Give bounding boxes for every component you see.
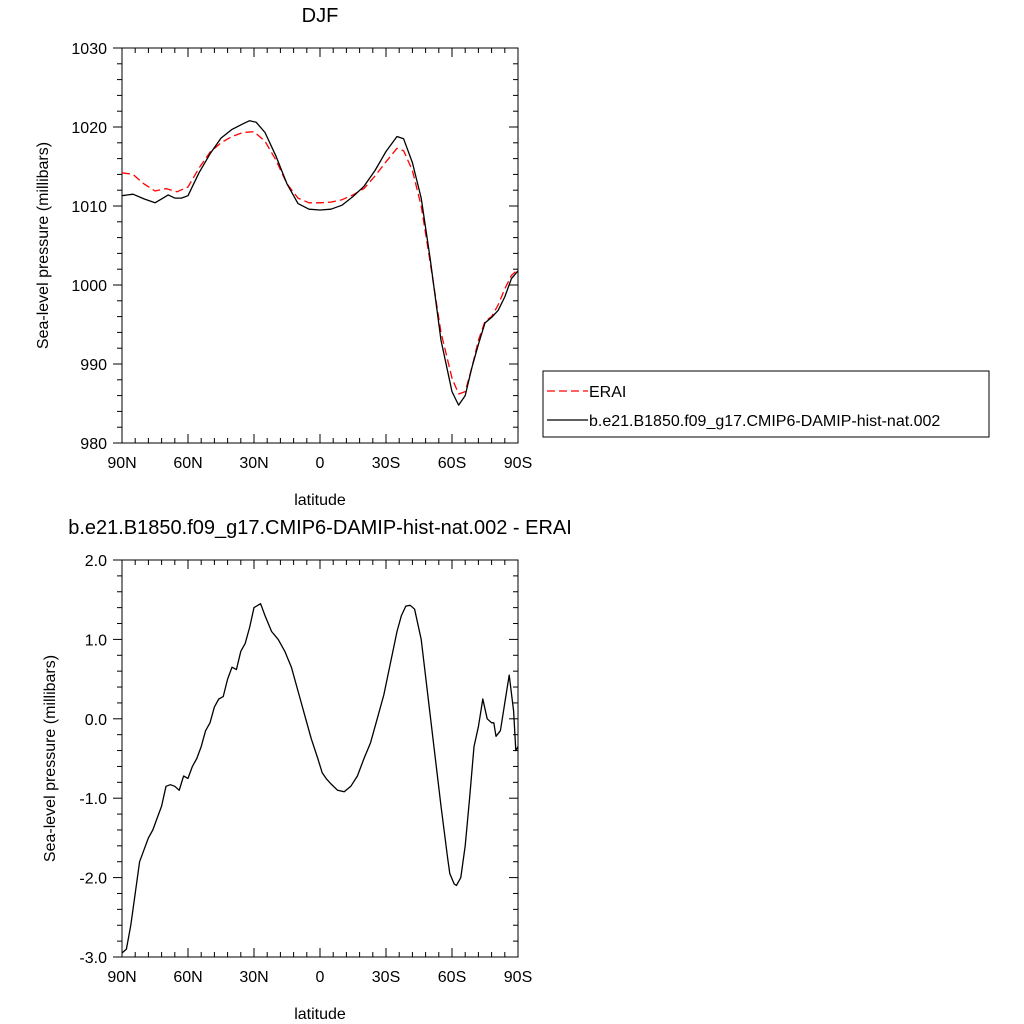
series-line-0 [121, 603, 519, 954]
x-tick-label: 90N [107, 969, 136, 986]
x-tick-labels: 90N 60N 30N 0 30S 60S 90S [107, 969, 532, 986]
y-tick-label: 1.0 [85, 632, 107, 649]
x-tick-label: 0 [316, 455, 325, 472]
tick-marks [113, 559, 519, 958]
y-tick-labels: -3.0 -2.0 -1.0 0.0 1.0 2.0 [79, 553, 107, 967]
y-tick-label: 990 [80, 357, 107, 374]
series-line-0 [121, 131, 519, 395]
tick-marks [113, 47, 519, 444]
x-axis-label: latitude [294, 492, 346, 509]
y-tick-label: 1000 [71, 278, 107, 295]
legend-label-model: b.e21.B1850.f09_g17.CMIP6-DAMIP-hist-nat… [589, 413, 940, 430]
x-tick-label: 0 [316, 969, 325, 986]
x-tick-label: 90S [504, 455, 532, 472]
y-tick-label: 980 [80, 436, 107, 453]
legend-label-erai: ERAI [589, 384, 626, 401]
y-tick-label: 1010 [71, 199, 107, 216]
x-tick-label: 60N [173, 969, 202, 986]
plot-frame [121, 559, 519, 958]
legend-box [542, 370, 990, 438]
x-tick-label: 30S [372, 969, 400, 986]
x-tick-label: 30N [239, 455, 268, 472]
legend: ERAI b.e21.B1850.f09_g17.CMIP6-DAMIP-his… [542, 370, 990, 438]
y-tick-label: 1020 [71, 120, 107, 137]
x-tick-label: 60S [438, 455, 466, 472]
y-tick-labels: 980 990 1000 1010 1020 1030 [71, 41, 107, 453]
series-lines [121, 120, 519, 406]
y-axis-label: Sea-level pressure (millibars) [42, 655, 59, 862]
x-axis-label: latitude [294, 1006, 346, 1023]
y-tick-label: 0.0 [85, 712, 107, 729]
chart-difference: b.e21.B1850.f09_g17.CMIP6-DAMIP-hist-nat… [42, 517, 572, 1023]
series-line-1 [121, 120, 519, 406]
chart-djf: DJF 90N 60N 30N 0 30S 60S 90S 980 990 1000 1010 10… [35, 5, 990, 509]
y-tick-label: 1030 [71, 41, 107, 58]
x-tick-label: 90S [504, 969, 532, 986]
series-lines [121, 603, 519, 954]
chart-title: DJF [302, 5, 339, 27]
chart-title: b.e21.B1850.f09_g17.CMIP6-DAMIP-hist-nat… [68, 517, 572, 539]
y-tick-label: -3.0 [79, 950, 107, 967]
x-tick-label: 30N [239, 969, 268, 986]
x-tick-label: 60N [173, 455, 202, 472]
plot-frame [121, 47, 519, 444]
x-tick-label: 60S [438, 969, 466, 986]
y-axis-label: Sea-level pressure (millibars) [35, 142, 52, 349]
x-tick-labels: 90N 60N 30N 0 30S 60S 90S [107, 455, 532, 472]
y-tick-label: -2.0 [79, 871, 107, 888]
y-tick-label: 2.0 [85, 553, 107, 570]
x-tick-label: 30S [372, 455, 400, 472]
x-tick-label: 90N [107, 455, 136, 472]
y-tick-label: -1.0 [79, 791, 107, 808]
